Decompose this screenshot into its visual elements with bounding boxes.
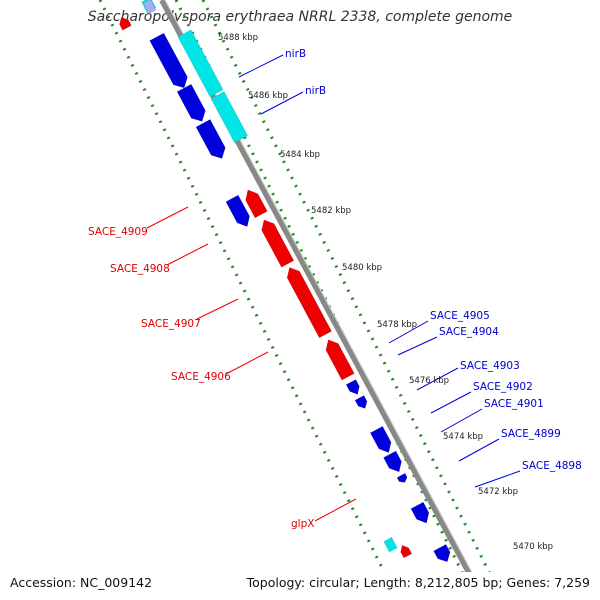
forward-gene-labels: nirB nirB SACE_4905 SACE_4904 SACE_4903 …	[285, 48, 582, 472]
forward-gene[interactable]	[176, 83, 206, 122]
forward-gene[interactable]	[195, 119, 226, 159]
rna-feature-top-2[interactable]	[142, 0, 157, 15]
gene-label-sace-4899[interactable]: SACE_4899	[501, 428, 561, 440]
leader-sace-4898	[474, 470, 521, 488]
leader-sace-4902	[430, 391, 472, 414]
gene-label-sace-4901[interactable]: SACE_4901	[484, 398, 544, 410]
label-leader-lines	[146, 54, 521, 522]
reverse-gene[interactable]	[286, 267, 332, 339]
reverse-gene-glpx[interactable]	[400, 544, 413, 559]
gene-label-sace-4909[interactable]: SACE_4909	[88, 226, 148, 238]
tick-track-outer	[98, 0, 386, 572]
forward-gene[interactable]	[383, 450, 402, 473]
gene-label-nirb-2[interactable]: nirB	[305, 85, 326, 97]
leader-sace-4901	[440, 408, 483, 433]
accession-text: Accession: NC_009142	[10, 575, 153, 590]
forward-gene[interactable]	[354, 395, 368, 409]
kbp-label: 5476 kbp	[409, 376, 449, 386]
kbp-label: 5488 kbp	[218, 33, 258, 43]
gene-label-glpx[interactable]: glpX	[291, 518, 314, 530]
rna-gene-glpx[interactable]	[383, 536, 398, 553]
rna-gene-nirb-2[interactable]	[210, 91, 249, 144]
forward-gene[interactable]	[369, 425, 392, 453]
reverse-gene-labels: SACE_4909 SACE_4908 SACE_4907 SACE_4906 …	[88, 226, 314, 530]
gene-label-sace-4907[interactable]: SACE_4907	[141, 318, 201, 330]
kbp-label: 5470 kbp	[513, 542, 553, 552]
leader-sace-4906	[225, 351, 269, 375]
forward-gene[interactable]	[149, 32, 188, 89]
kbp-label: 5474 kbp	[443, 432, 483, 442]
forward-gene[interactable]	[225, 194, 250, 227]
gene-label-nirb-1[interactable]: nirB	[285, 48, 306, 60]
gene-label-sace-4908[interactable]: SACE_4908	[110, 263, 170, 275]
leader-sace-4903	[416, 367, 459, 391]
leader-sace-4904	[397, 336, 438, 356]
kbp-label: 5480 kbp	[342, 263, 382, 273]
forward-gene[interactable]	[345, 379, 360, 395]
leader-sace-4909	[146, 206, 189, 229]
leader-nirb-2	[260, 91, 304, 115]
gene-label-sace-4902[interactable]: SACE_4902	[473, 381, 533, 393]
kbp-label: 5472 kbp	[478, 487, 518, 497]
leader-sace-4907	[196, 298, 239, 320]
kbp-label: 5486 kbp	[248, 91, 288, 101]
leader-glpx	[314, 498, 357, 522]
reverse-gene[interactable]	[245, 189, 268, 219]
reverse-gene-edge[interactable]	[119, 16, 132, 31]
reverse-gene[interactable]	[261, 219, 295, 268]
kbp-labels: 5488 kbp 5486 kbp 5484 kbp 5482 kbp 5480…	[218, 33, 553, 552]
gene-label-sace-4898[interactable]: SACE_4898	[522, 460, 582, 472]
gene-features	[119, 0, 451, 563]
forward-gene[interactable]	[410, 501, 430, 524]
gene-label-sace-4906[interactable]: SACE_4906	[171, 371, 231, 383]
forward-gene[interactable]	[433, 544, 451, 563]
gene-label-sace-4903[interactable]: SACE_4903	[460, 360, 520, 372]
kbp-label: 5478 kbp	[377, 320, 417, 330]
rna-gene-nirb[interactable]	[177, 29, 224, 98]
gene-label-sace-4905[interactable]: SACE_4905	[430, 310, 490, 322]
genome-summary-text: Topology: circular; Length: 8,212,805 bp…	[246, 575, 590, 590]
leader-sace-4899	[458, 438, 500, 462]
leader-sace-4908	[166, 243, 209, 266]
kbp-label: 5482 kbp	[311, 206, 351, 216]
gene-label-sace-4904[interactable]: SACE_4904	[439, 326, 499, 338]
reverse-gene[interactable]	[325, 339, 355, 381]
map-title: Saccharopolyspora erythraea NRRL 2338, c…	[87, 9, 513, 25]
kbp-label: 5484 kbp	[280, 150, 320, 160]
leader-sace-4905	[388, 320, 429, 344]
leader-nirb-1	[238, 54, 284, 78]
forward-gene[interactable]	[396, 472, 408, 483]
